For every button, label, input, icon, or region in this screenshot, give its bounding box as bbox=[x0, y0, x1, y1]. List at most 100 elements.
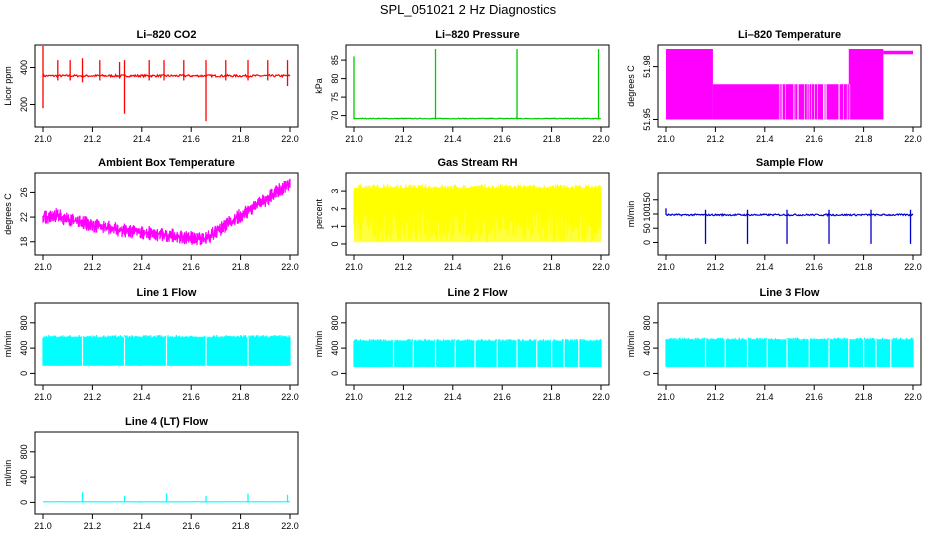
y-tick-label: 800 bbox=[19, 444, 29, 459]
x-tick-label: 21.0 bbox=[34, 521, 52, 531]
plot-frame bbox=[34, 44, 299, 128]
x-tick-label: 21.0 bbox=[345, 134, 363, 144]
panel-title: Li–820 Temperature bbox=[738, 29, 841, 41]
x-tick-label: 21.4 bbox=[133, 521, 151, 531]
x-tick-label: 22.0 bbox=[592, 392, 610, 402]
x-tick-label: 21.6 bbox=[182, 392, 200, 402]
plot-frame bbox=[34, 302, 299, 386]
panel-7: Line 2 Flow ml/min 21.0 21.2 21.4 21.6 21.8 22.… bbox=[314, 287, 610, 402]
panel-title: Li–820 CO2 bbox=[137, 29, 197, 41]
panel-title: Line 2 Flow bbox=[448, 287, 508, 299]
plot-frame bbox=[657, 302, 922, 386]
x-tick-label: 21.4 bbox=[444, 392, 462, 402]
data-series bbox=[42, 178, 291, 246]
panel-title: Line 1 Flow bbox=[137, 287, 197, 299]
panel-3: Ambient Box Temperature degrees C 21.0 21.2… bbox=[3, 157, 299, 272]
panel-title: Li–820 Pressure bbox=[435, 29, 519, 41]
panel-title: Line 4 (LT) Flow bbox=[125, 416, 208, 428]
data-band bbox=[666, 339, 913, 368]
x-tick-label: 22.0 bbox=[904, 392, 922, 402]
panel-title: Ambient Box Temperature bbox=[98, 157, 235, 169]
y-tick-label: 3 bbox=[330, 189, 340, 194]
y-tick-label: 400 bbox=[19, 470, 29, 485]
y-tick-label: 80 bbox=[330, 74, 340, 84]
y-tick-label: 26 bbox=[19, 187, 29, 197]
y-tick-label: 800 bbox=[330, 315, 340, 330]
x-tick-label: 21.4 bbox=[756, 262, 774, 272]
y-tick-label: 800 bbox=[642, 315, 652, 330]
x-tick-label: 21.6 bbox=[493, 262, 511, 272]
data-series bbox=[42, 73, 291, 79]
x-tick-label: 21.8 bbox=[855, 134, 873, 144]
y-tick-label: 0 bbox=[19, 371, 29, 376]
x-tick-label: 21.4 bbox=[133, 134, 151, 144]
data-block bbox=[883, 50, 913, 55]
y-tick-label: 75 bbox=[330, 92, 340, 102]
y-tick-label: 70 bbox=[330, 111, 340, 121]
panel-title: Sample Flow bbox=[756, 157, 824, 169]
x-tick-label: 21.8 bbox=[232, 392, 250, 402]
x-tick-label: 21.0 bbox=[345, 392, 363, 402]
y-tick-label: 100 bbox=[642, 206, 652, 221]
x-tick-label: 21.6 bbox=[182, 134, 200, 144]
y-tick-label: 0 bbox=[642, 371, 652, 376]
panel-title: Gas Stream RH bbox=[437, 157, 517, 169]
panel-4: Gas Stream RH percent 21.0 21.2 21.4 21.6 21.8… bbox=[314, 157, 610, 272]
x-tick-label: 21.4 bbox=[133, 262, 151, 272]
x-tick-label: 22.0 bbox=[592, 262, 610, 272]
x-tick-label: 21.2 bbox=[84, 262, 102, 272]
plot-frame bbox=[345, 172, 610, 256]
x-tick-label: 21.6 bbox=[805, 392, 823, 402]
data-band bbox=[354, 340, 601, 368]
x-tick-label: 21.4 bbox=[133, 392, 151, 402]
y-tick-label: 18 bbox=[19, 237, 29, 247]
y-tick-label: 150 bbox=[642, 192, 652, 207]
y-tick-label: 85 bbox=[330, 55, 340, 65]
y-axis-label: percent bbox=[314, 198, 324, 229]
y-tick-label: 0 bbox=[642, 240, 652, 245]
x-tick-label: 21.8 bbox=[543, 262, 561, 272]
panel-8: Line 3 Flow ml/min 21.0 21.2 21.4 21.6 21.8 22.… bbox=[626, 287, 922, 402]
x-tick-label: 21.2 bbox=[707, 392, 725, 402]
y-tick-label: 22 bbox=[19, 212, 29, 222]
data-block bbox=[666, 49, 713, 120]
y-tick-label: 0 bbox=[330, 371, 340, 376]
y-tick-label: 51.95 bbox=[642, 108, 652, 131]
x-tick-label: 21.4 bbox=[756, 134, 774, 144]
x-tick-label: 21.8 bbox=[543, 134, 561, 144]
plot-frame bbox=[34, 431, 299, 515]
panel-5: Sample Flow ml/min 21.0 21.2 21.4 21.6 21.8 22.… bbox=[626, 157, 922, 272]
x-tick-label: 21.4 bbox=[756, 392, 774, 402]
y-axis-label: degrees C bbox=[3, 193, 13, 235]
y-tick-label: 1 bbox=[330, 224, 340, 229]
y-axis-label: degrees C bbox=[626, 65, 636, 107]
panel-1: Li–820 Pressure kPa 21.0 21.2 21.4 21.6 21.8 22… bbox=[314, 29, 610, 144]
x-tick-label: 21.2 bbox=[707, 262, 725, 272]
x-tick-label: 21.2 bbox=[84, 392, 102, 402]
x-tick-label: 21.8 bbox=[855, 392, 873, 402]
x-tick-label: 22.0 bbox=[281, 521, 299, 531]
plot-frame bbox=[34, 172, 299, 256]
y-axis-label: ml/min bbox=[626, 331, 636, 358]
x-tick-label: 21.6 bbox=[493, 392, 511, 402]
y-tick-label: 400 bbox=[19, 341, 29, 356]
data-series bbox=[666, 212, 914, 217]
data-band bbox=[354, 187, 601, 243]
x-tick-label: 21.6 bbox=[493, 134, 511, 144]
x-tick-label: 21.6 bbox=[182, 262, 200, 272]
y-axis-label: kPa bbox=[314, 78, 324, 94]
x-tick-label: 22.0 bbox=[281, 134, 299, 144]
x-tick-label: 21.0 bbox=[34, 392, 52, 402]
y-tick-label: 400 bbox=[642, 341, 652, 356]
y-tick-label: 51.98 bbox=[642, 55, 652, 78]
x-tick-label: 22.0 bbox=[592, 134, 610, 144]
y-tick-label: 0 bbox=[19, 500, 29, 505]
y-tick-label: 400 bbox=[19, 60, 29, 75]
page-title: SPL_051021 2 Hz Diagnostics bbox=[379, 2, 557, 17]
y-tick-label: 400 bbox=[330, 341, 340, 356]
x-tick-label: 21.4 bbox=[444, 262, 462, 272]
panel-9: Line 4 (LT) Flow ml/min 21.0 21.2 21.4 21.6 21… bbox=[3, 416, 299, 531]
panel-2: Li–820 Temperature degrees C 21.0 21.2 21.4 2… bbox=[626, 29, 922, 144]
x-tick-label: 21.2 bbox=[84, 521, 102, 531]
y-tick-label: 2 bbox=[330, 206, 340, 211]
